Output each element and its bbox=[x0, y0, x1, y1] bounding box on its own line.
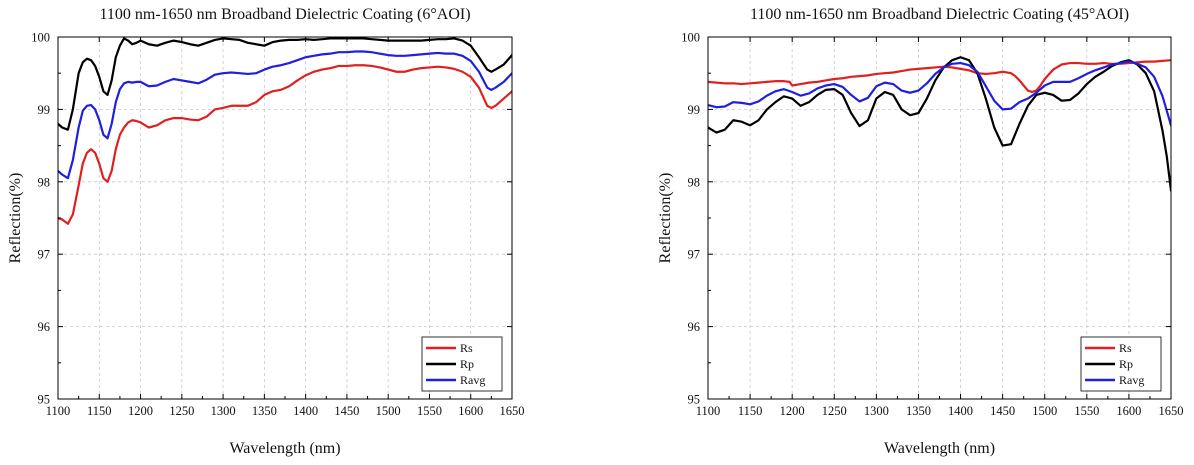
chart-title: 1100 nm-1650 nm Broadband Dielectric Coa… bbox=[99, 6, 470, 23]
x-tick-label: 1250 bbox=[822, 404, 847, 418]
y-tick-label: 98 bbox=[38, 175, 51, 189]
y-tick-label: 100 bbox=[31, 31, 50, 45]
x-tick-label: 1600 bbox=[1116, 404, 1141, 418]
x-axis-label: Wavelength (nm) bbox=[229, 440, 340, 457]
x-tick-label: 1200 bbox=[128, 404, 153, 418]
legend-label-rs: Rs bbox=[460, 341, 473, 355]
y-tick-label: 97 bbox=[38, 248, 51, 262]
y-tick-label: 95 bbox=[688, 393, 701, 407]
y-tick-label: 96 bbox=[688, 320, 701, 334]
legend-label-rp: Rp bbox=[1119, 357, 1133, 371]
y-tick-label: 97 bbox=[688, 248, 701, 262]
series-line-ravg bbox=[708, 60, 1171, 127]
chart-0: 1100 1150 1200 1250 1300 1350 1400 1450 1500 1550… bbox=[7, 6, 525, 457]
y-tick-label: 99 bbox=[38, 103, 51, 117]
series-line-ravg bbox=[58, 50, 512, 180]
x-tick-label: 1400 bbox=[293, 404, 318, 418]
series-line-rs bbox=[58, 64, 512, 225]
y-axis-label: Reflection(%) bbox=[657, 173, 674, 264]
series-group bbox=[58, 37, 512, 225]
series-line-rs bbox=[708, 59, 1171, 94]
x-axis-label: Wavelength (nm) bbox=[884, 440, 995, 457]
x-tick-label: 1150 bbox=[738, 404, 763, 418]
x-tick-label: 1650 bbox=[500, 404, 525, 418]
legend-label-rp: Rp bbox=[460, 357, 474, 371]
legend: Rs Rp Ravg bbox=[421, 336, 503, 392]
y-tick-label: 99 bbox=[688, 103, 701, 117]
chart-1: 1100 1150 1200 1250 1300 1350 1400 1450 1500 1550… bbox=[657, 6, 1184, 457]
chart-title: 1100 nm-1650 nm Broadband Dielectric Coa… bbox=[750, 6, 1129, 23]
y-tick-label: 98 bbox=[688, 175, 701, 189]
legend-label-ravg: Ravg bbox=[460, 373, 485, 387]
x-tick-label: 1450 bbox=[334, 404, 359, 418]
x-tick-label: 1450 bbox=[990, 404, 1015, 418]
x-tick-label: 1500 bbox=[1032, 404, 1057, 418]
x-tick-label: 1550 bbox=[1074, 404, 1099, 418]
legend-label-rs: Rs bbox=[1119, 341, 1132, 355]
y-tick-label: 95 bbox=[38, 393, 51, 407]
x-tick-label: 1100 bbox=[696, 404, 721, 418]
x-tick-label: 1650 bbox=[1159, 404, 1184, 418]
x-tick-label: 1350 bbox=[252, 404, 277, 418]
series-group bbox=[708, 56, 1171, 192]
legend: Rs Rp Ravg bbox=[1080, 336, 1162, 392]
x-tick-label: 1350 bbox=[906, 404, 931, 418]
x-tick-label: 1400 bbox=[948, 404, 973, 418]
x-tick-label: 1100 bbox=[46, 404, 71, 418]
series-line-rp bbox=[708, 56, 1171, 192]
x-tick-label: 1600 bbox=[458, 404, 483, 418]
x-tick-label: 1250 bbox=[169, 404, 194, 418]
series-line-rp bbox=[58, 37, 512, 131]
y-axis-label: Reflection(%) bbox=[7, 173, 24, 264]
y-tick-label: 96 bbox=[38, 320, 51, 334]
x-tick-label: 1500 bbox=[376, 404, 401, 418]
x-tick-label: 1300 bbox=[864, 404, 889, 418]
x-tick-label: 1550 bbox=[417, 404, 442, 418]
legend-label-ravg: Ravg bbox=[1119, 373, 1144, 387]
x-tick-label: 1200 bbox=[780, 404, 805, 418]
y-tick-label: 100 bbox=[681, 31, 700, 45]
x-tick-label: 1300 bbox=[211, 404, 236, 418]
x-tick-label: 1150 bbox=[87, 404, 112, 418]
